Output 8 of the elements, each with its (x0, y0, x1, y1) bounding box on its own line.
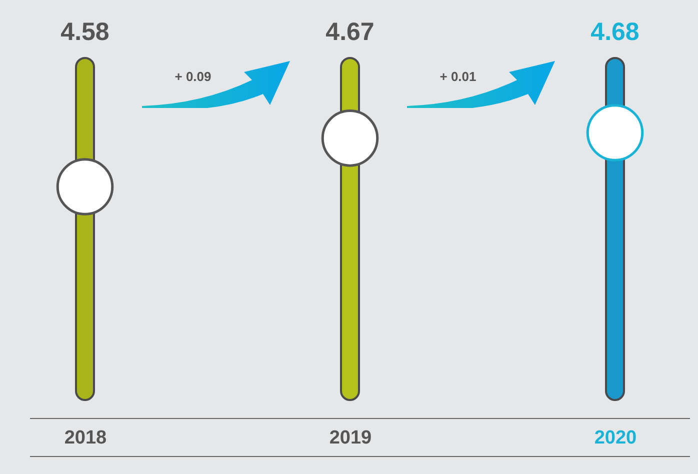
data-label: 4.67 (326, 18, 374, 46)
x-tick-label: 2020 (594, 428, 637, 448)
x-tick-label: 2018 (64, 428, 107, 448)
data-label: 4.68 (590, 18, 640, 46)
text: + 0.01 (440, 69, 476, 84)
x-tick-label: 2019 (329, 428, 372, 448)
text: + 0.09 (174, 69, 212, 84)
data-label: 4.58 (60, 18, 110, 46)
